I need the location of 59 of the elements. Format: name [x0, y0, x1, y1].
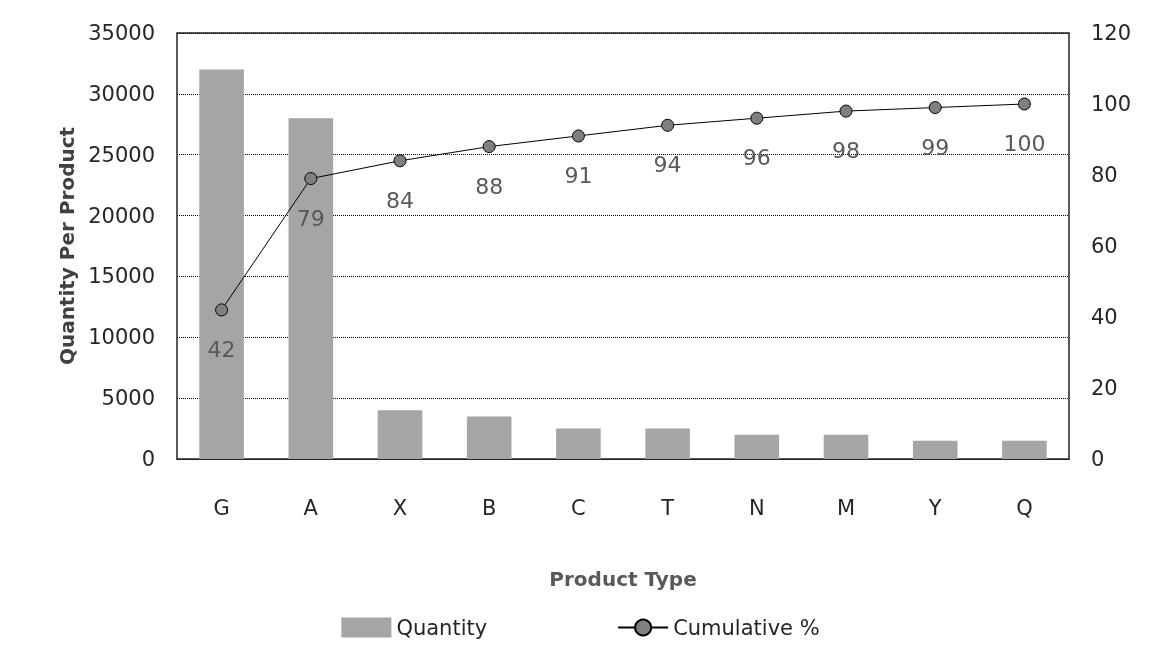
point: [215, 303, 229, 317]
data-label: 91: [564, 162, 593, 188]
point: [1017, 97, 1031, 111]
data-label: 99: [921, 134, 950, 160]
x-tick-label: T: [660, 495, 675, 520]
point: [839, 104, 853, 118]
data-label: 88: [475, 173, 504, 199]
x-tick-label: G: [213, 495, 230, 520]
bar: [556, 428, 601, 459]
bar: [734, 434, 780, 459]
y2-tick-label: 60: [1091, 234, 1118, 258]
point: [393, 154, 407, 168]
point: [304, 172, 318, 186]
point: [661, 118, 675, 132]
y2-tick-label: 0: [1091, 447, 1105, 471]
y-axis-title: Quantity Per Product: [55, 126, 80, 366]
point: [928, 101, 942, 115]
legend-label: Quantity: [396, 615, 488, 640]
bar: [377, 410, 423, 459]
bar: [912, 440, 958, 459]
legend-label: Cumulative %: [673, 615, 820, 640]
y-tick-label: 0: [141, 447, 155, 471]
point: [482, 140, 496, 154]
x-tick-label: M: [836, 495, 856, 520]
y-tick-label: 5000: [101, 386, 155, 411]
y-tick-label: 10000: [88, 325, 155, 350]
data-label: 100: [1003, 131, 1046, 156]
data-label: 84: [386, 187, 414, 213]
point: [750, 111, 764, 125]
bar: [1002, 440, 1047, 459]
data-label: 98: [832, 138, 860, 164]
x-tick-label: N: [748, 495, 765, 520]
bar: [823, 434, 869, 459]
y-tick-label: 15000: [88, 264, 155, 289]
y-tick-label: 25000: [88, 142, 155, 167]
y-tick-label: 30000: [88, 81, 155, 106]
bar: [466, 416, 512, 459]
y-tick-label: 35000: [88, 21, 155, 45]
y2-tick-label: 20: [1091, 376, 1118, 400]
x-tick-label: B: [481, 495, 497, 520]
data-label: 79: [296, 205, 325, 231]
bar: [288, 118, 334, 459]
bar: [645, 428, 690, 459]
data-label: 96: [742, 145, 771, 171]
x-tick-label: X: [392, 495, 408, 520]
y2-tick-label: 100: [1091, 92, 1132, 116]
point: [571, 129, 585, 143]
bar: [199, 69, 244, 459]
y-tick-label: 20000: [88, 203, 155, 228]
x-tick-label: C: [571, 495, 586, 520]
y2-tick-label: 80: [1091, 163, 1118, 187]
y2-tick-label: 40: [1091, 305, 1118, 329]
x-tick-label: A: [303, 495, 319, 520]
x-tick-label: Y: [927, 495, 942, 520]
x-tick-label: Q: [1016, 495, 1033, 520]
data-label: 42: [207, 336, 236, 362]
x-axis-title: Product Type: [549, 567, 697, 591]
data-label: 94: [653, 152, 682, 178]
y2-tick-label: 120: [1091, 21, 1132, 45]
